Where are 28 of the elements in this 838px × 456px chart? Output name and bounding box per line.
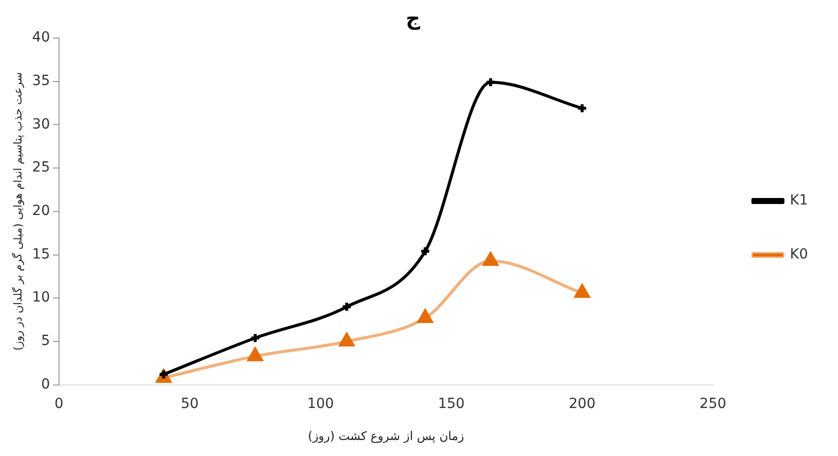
y-tick-label: 40	[32, 30, 50, 46]
legend-label: K1	[790, 192, 808, 209]
y-tick-label: 10	[32, 290, 50, 306]
point	[483, 252, 498, 266]
y-tick-label: 0	[41, 376, 50, 392]
y-tick-label: 5	[41, 333, 50, 350]
point	[420, 246, 431, 257]
y-tick-label: 20	[32, 203, 50, 220]
point	[248, 348, 263, 362]
x-tick-label: 0	[54, 396, 64, 412]
x-tick-label: 250	[700, 396, 726, 412]
legend-label: K0	[790, 246, 808, 263]
x-axis-title: زمان پس از شروع کشت (روز)	[308, 428, 464, 443]
chart-title: ج	[406, 6, 421, 30]
y-axis-title: سرعت جذب پتاسیم اندام هوایی (میلی گرم بر گلدان در روز)	[11, 72, 24, 351]
x-tick-label: 200	[568, 396, 596, 412]
y-tick-label: 15	[32, 246, 50, 262]
x-tick-label: 50	[180, 396, 199, 412]
point	[574, 284, 590, 298]
point	[341, 301, 352, 312]
x-tick-label: 150	[438, 396, 465, 412]
y-tick-label: 30	[32, 116, 50, 132]
point	[485, 76, 496, 88]
point	[339, 332, 354, 346]
x-tick-label: 100	[307, 396, 334, 412]
y-tick-label: 35	[32, 72, 50, 89]
y-tick-label: 25	[32, 160, 50, 176]
point	[418, 310, 433, 324]
